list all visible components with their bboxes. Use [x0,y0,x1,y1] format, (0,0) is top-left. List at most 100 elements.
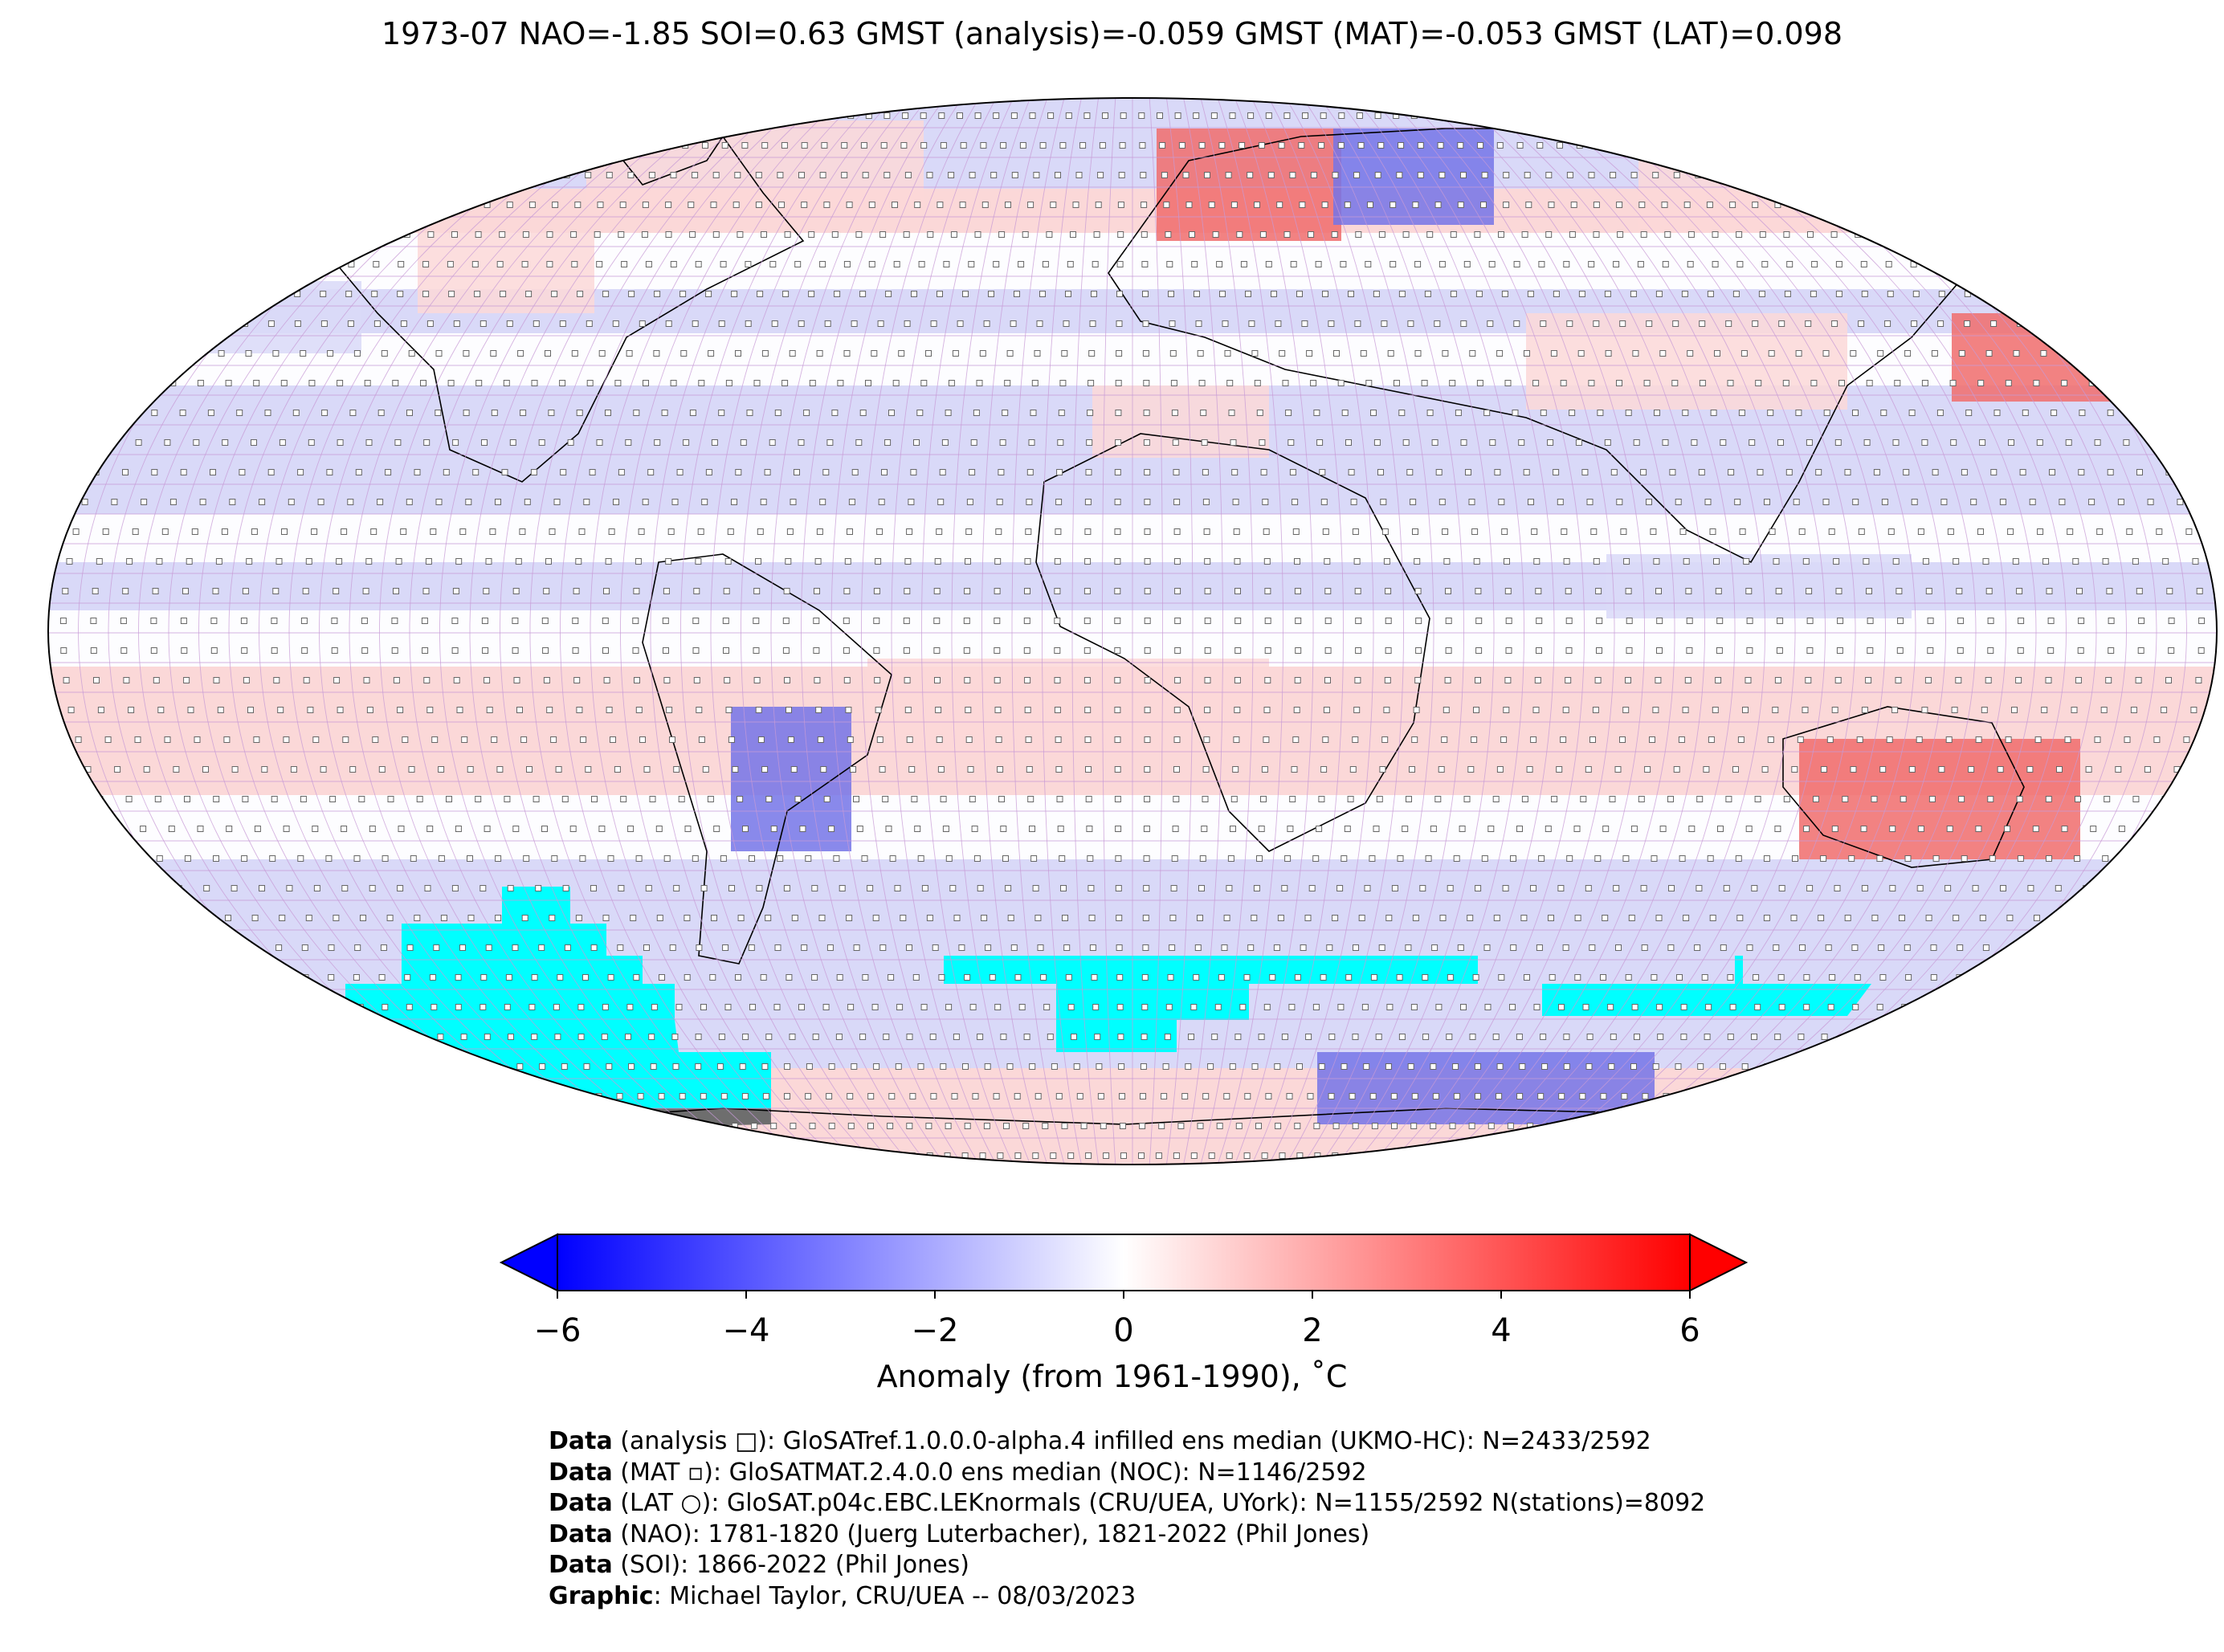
grid-cell-marker [1369,855,1376,862]
grid-cell-marker [963,618,970,624]
grid-cell-marker [173,766,180,773]
grid-cell-marker [1956,588,1963,594]
grid-cell-marker [475,231,482,238]
grid-cell-marker [875,707,882,713]
grid-cell-marker [451,647,459,654]
grid-cell-marker [2136,588,2143,594]
grid-cell-marker [435,350,443,357]
grid-cell-marker [1204,677,1211,683]
grid-cell-marker [1114,796,1121,802]
grid-cell-marker [1085,469,1092,475]
grid-cell-marker [970,439,977,446]
grid-cell-marker [1958,350,1965,357]
grid-cell-marker [620,796,627,802]
grid-cell-marker [2192,558,2199,565]
grid-cell-marker [1536,647,1542,654]
meridian-line [1217,98,1283,1165]
grid-cell-marker [1341,410,1349,416]
grid-cell-marker [945,855,953,862]
grid-cell-marker [1116,291,1123,297]
grid-cell-marker [1014,974,1022,981]
grid-cell-marker [1171,855,1178,862]
grid-cell-marker [1165,1004,1173,1010]
grid-cell-marker [416,796,423,802]
grid-cell-marker [331,618,338,624]
grid-cell-marker [672,1063,679,1070]
grid-cell-marker [1431,439,1438,446]
grid-cell-marker [1622,707,1630,713]
grid-cell-marker [618,469,625,475]
grid-cell-marker [1312,855,1320,862]
meridian-line [1609,98,1977,1165]
grid-cell-marker [1261,766,1268,773]
grid-cell-marker [1806,885,1814,891]
grid-cell-marker [2026,766,2034,773]
grid-cell-marker [1447,974,1454,981]
grid-cell-marker [1326,944,1333,951]
grid-cell-marker [1516,1093,1524,1099]
grid-cell-marker [455,974,462,981]
grid-cell-marker [1239,142,1246,149]
grid-cell-marker [1916,736,1923,743]
grid-cell-marker [1751,885,1758,891]
grid-cell-marker [1604,439,1611,446]
grid-cell-marker [286,885,293,891]
anomaly-patch [1606,554,1912,618]
grid-cell-marker [877,320,884,327]
grid-cell-marker [1459,826,1466,832]
grid-cell-marker [1089,320,1096,327]
grid-cell-marker [952,350,959,357]
grid-cell-marker [336,558,343,565]
grid-cell-marker [1171,410,1178,416]
grid-cell-marker [1014,291,1020,297]
grid-cell-marker [2036,439,2043,446]
grid-cell-marker [994,677,1001,683]
grid-cell-marker [520,736,528,743]
grid-cell-marker [132,528,139,535]
grid-cell-marker [1536,618,1543,624]
grid-cell-marker [2000,885,2006,891]
grid-cell-marker [2132,558,2139,565]
grid-cell-marker [1484,1004,1492,1010]
grid-cell-marker [1088,915,1096,921]
grid-cell-marker [1505,618,1512,624]
grid-cell-marker [393,588,399,594]
grid-cell-marker [906,944,912,951]
grid-cell-marker [1381,320,1388,327]
grid-cell-marker [134,736,141,743]
grid-cell-marker [1065,974,1072,981]
grid-cell-marker [739,1063,746,1070]
grid-cell-marker [329,796,337,802]
grid-cell-marker [561,796,569,802]
grid-cell-marker [1538,855,1545,862]
grid-cell-marker [1000,826,1007,832]
grid-cell-marker [1144,528,1151,535]
grid-cell-marker [1562,707,1569,713]
grid-cell-marker [239,469,246,475]
grid-cell-marker [1899,915,1905,921]
grid-cell-marker [969,469,976,475]
grid-cell-marker [1937,320,1944,327]
grid-cell-marker [753,647,760,654]
grid-cell-marker [1414,677,1422,683]
grid-cell-marker [823,796,830,802]
grid-cell-marker [1876,1004,1883,1010]
grid-cell-marker [1239,1004,1247,1010]
grid-cell-marker [1807,231,1814,238]
grid-cell-marker [1355,231,1362,238]
grid-cell-marker [1076,1093,1083,1099]
grid-cell-marker [423,677,431,683]
grid-cell-marker [732,766,739,773]
grid-cell-marker [422,261,430,267]
grid-cell-marker [1715,588,1722,594]
grid-cell-marker [1510,855,1516,862]
grid-cell-marker [700,1093,707,1099]
grid-cell-marker [669,944,676,951]
grid-cell-marker [240,618,247,624]
grid-cell-marker [564,944,571,951]
grid-cell-marker [1589,944,1596,951]
grid-cell-marker [1931,350,1938,357]
grid-cell-marker [424,885,431,891]
grid-cell-marker [977,1034,984,1040]
grid-cell-marker [878,499,885,505]
